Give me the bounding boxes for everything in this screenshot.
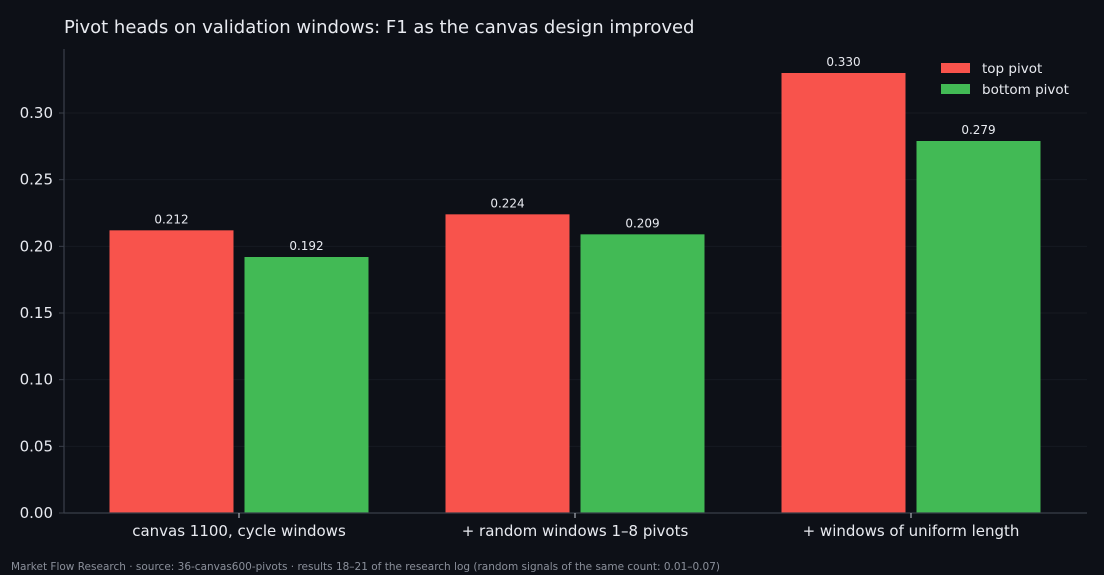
bar-value-label: 0.330	[826, 55, 860, 69]
axes: 0.00 0.05 0.10 0.15 0.20 0.25 0.30 canvas 1100,…	[20, 49, 1087, 540]
bars	[109, 73, 1041, 514]
bar	[244, 257, 369, 513]
bar-value-label: 0.212	[154, 212, 188, 226]
bar	[580, 234, 705, 514]
y-tick-label: 0.15	[20, 304, 53, 322]
legend-label: bottom pivot	[982, 82, 1069, 98]
y-tick-label: 0.05	[20, 437, 53, 455]
bar-value-label: 0.224	[490, 196, 524, 210]
bar-value-label: 0.279	[961, 123, 995, 137]
legend: top pivot bottom pivot	[941, 61, 1069, 98]
bar	[781, 73, 906, 513]
y-tick-label: 0.30	[20, 104, 53, 122]
y-tick-label: 0.10	[20, 371, 53, 389]
legend-swatch	[941, 84, 970, 94]
chart-title: Pivot heads on validation windows: F1 as…	[64, 17, 694, 38]
x-tick-label: canvas 1100, cycle windows	[132, 522, 346, 540]
x-tick-label: + windows of uniform length	[803, 522, 1020, 540]
value-labels: 0.212 0.224 0.330 0.192 0.209 0.279	[154, 55, 995, 253]
bar	[445, 214, 570, 514]
y-tick-label: 0.00	[20, 504, 53, 522]
legend-label: top pivot	[982, 61, 1042, 77]
x-tick-label: + random windows 1–8 pivots	[462, 522, 689, 540]
footer-note: Market Flow Research · source: 36-canvas…	[11, 561, 720, 573]
legend-swatch	[941, 63, 970, 73]
bar	[916, 141, 1041, 513]
bar-value-label: 0.209	[625, 216, 659, 230]
bar	[109, 230, 234, 514]
bar-value-label: 0.192	[289, 239, 323, 253]
y-tick-label: 0.25	[20, 171, 53, 189]
y-tick-label: 0.20	[20, 237, 53, 255]
